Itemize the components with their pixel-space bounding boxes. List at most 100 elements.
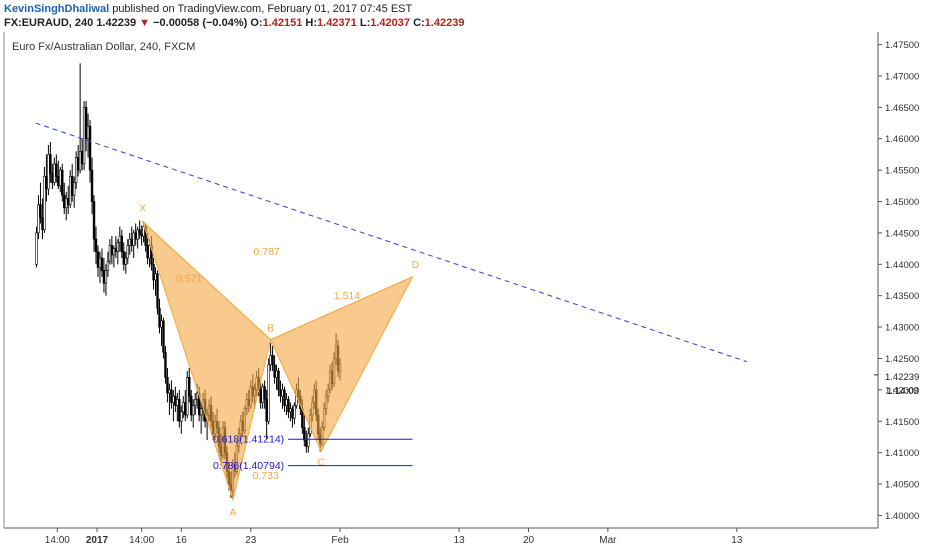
candle (120, 229, 124, 259)
pattern-leg-bd (270, 276, 413, 341)
candle-body (78, 150, 82, 171)
y-tick-label: 1.43500 (885, 291, 919, 302)
candle (72, 176, 76, 208)
candle-body (180, 411, 183, 422)
candle-body (140, 233, 143, 237)
candle (43, 166, 46, 233)
candle (186, 371, 189, 419)
pattern-leg-xb (142, 221, 271, 341)
candle-body (271, 355, 274, 366)
x-tick-label: 20 (523, 535, 535, 546)
price-label: 1.42239 1:14:03 (874, 372, 919, 397)
candle-body (39, 204, 42, 218)
candle-body (128, 238, 131, 246)
publish-info: KevinSinghDhaliwal published on TradingV… (4, 3, 412, 15)
open-label: O: (250, 17, 263, 29)
candle-body (37, 204, 40, 234)
candle-body (120, 235, 124, 253)
y-tick-label: 1.40500 (885, 480, 919, 491)
symbol-label[interactable]: FX:EURAUD, 240 (4, 17, 94, 29)
candle (283, 386, 286, 412)
candle (116, 239, 120, 265)
candle-body (182, 402, 185, 413)
candle-body (69, 176, 72, 205)
candle (49, 141, 52, 183)
candle-body (136, 229, 139, 240)
candle (104, 264, 108, 296)
candle (192, 399, 195, 428)
candle (39, 182, 42, 224)
candle-body (178, 398, 181, 422)
candle-body (192, 405, 195, 416)
candle-body (94, 238, 98, 253)
candle-body (138, 229, 141, 235)
candle-body (152, 264, 155, 281)
y-tick-label: 1.45500 (885, 166, 919, 177)
fib-level-label: 0.618(1.41214) (213, 434, 284, 446)
candle-body (35, 232, 38, 265)
candle (138, 220, 141, 240)
y-tick-label: 1.45000 (885, 197, 919, 208)
harmonic-pattern: X A B C D 0.571 0.787 1.514 0.733 (139, 204, 419, 519)
candle-body (194, 398, 197, 406)
candle-body (267, 364, 270, 422)
candle-body (86, 125, 90, 140)
y-tick-label: 1.47500 (885, 40, 919, 51)
candle-body (118, 235, 122, 243)
candle-body (74, 157, 78, 183)
candle-body (80, 150, 84, 165)
descending-trendline[interactable] (35, 122, 747, 363)
candle-body (273, 364, 276, 378)
down-arrow-icon: ▼ (139, 17, 151, 29)
pattern-point-label: D (412, 260, 419, 271)
x-tick-label: 23 (245, 535, 257, 546)
candle-body (283, 389, 286, 406)
candle-body (108, 245, 112, 262)
candle-body (76, 157, 80, 171)
candle (61, 163, 64, 202)
candle (35, 226, 38, 268)
candle (100, 248, 104, 277)
candle (263, 380, 266, 409)
x-tick-label: Mar (599, 535, 617, 546)
candle (84, 101, 88, 152)
y-tick-label: 1.46000 (885, 134, 919, 145)
candle (293, 402, 296, 425)
candle-body (92, 201, 96, 240)
candle-body (265, 398, 268, 422)
pattern-ratio-label: 1.514 (334, 290, 360, 302)
candle-body (285, 398, 288, 406)
author-link[interactable]: KevinSinghDhaliwal (4, 3, 110, 15)
low-label: L: (359, 17, 371, 29)
candle-body (287, 398, 290, 413)
candle-body (190, 395, 193, 416)
candle (164, 345, 167, 384)
candle-body (130, 238, 133, 246)
trendline[interactable] (35, 122, 747, 363)
candle (178, 389, 181, 428)
pattern-ratio-label: 0.787 (253, 246, 279, 258)
close-label: C: (413, 17, 425, 29)
candle-body (166, 377, 169, 394)
plot-area[interactable] (4, 32, 878, 528)
x-tick-label: 14:00 (129, 535, 154, 546)
candle (136, 226, 139, 249)
candle-body (172, 395, 175, 403)
candle-body (261, 386, 264, 403)
candle-body (47, 154, 50, 190)
candle-body (90, 169, 94, 202)
candle-body (293, 405, 296, 419)
candle-body (116, 242, 120, 253)
candle (158, 298, 161, 334)
candle-body (170, 389, 173, 403)
candle (180, 405, 183, 434)
candle-body (65, 198, 68, 209)
candle (287, 396, 290, 419)
current-price-label: 1.42239 (885, 372, 919, 383)
candle (271, 345, 274, 372)
candle-body (263, 386, 266, 400)
candle-body (61, 169, 64, 196)
candle-body (63, 194, 66, 209)
candle-body (199, 408, 203, 416)
